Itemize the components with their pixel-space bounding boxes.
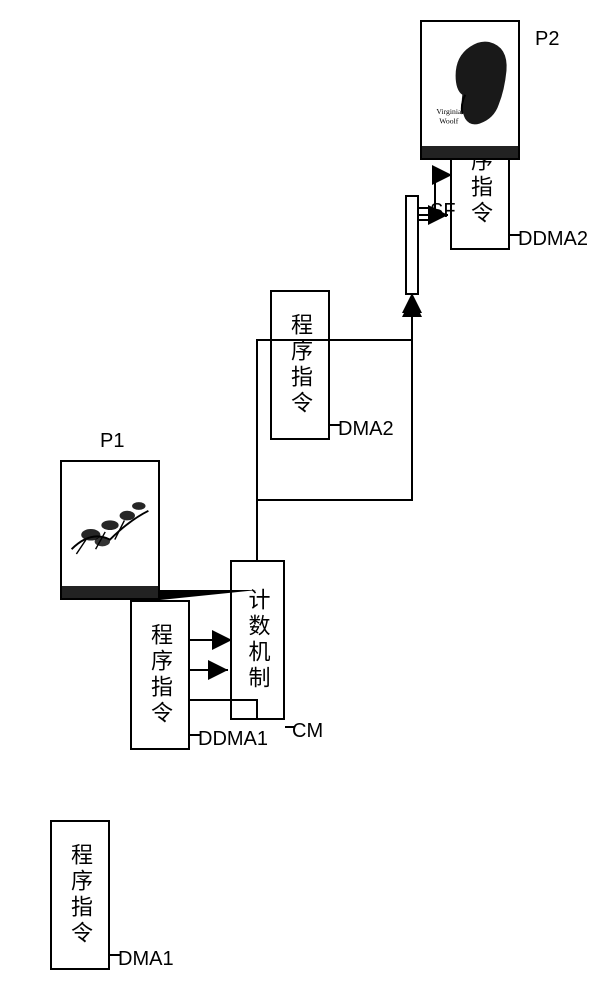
image-p2-content: Virginia Woolf bbox=[422, 22, 518, 158]
box-sf bbox=[405, 195, 419, 295]
image-p1 bbox=[60, 460, 160, 600]
box-cm-text: 计数机制 bbox=[242, 588, 274, 692]
label-sf: SF bbox=[430, 200, 456, 223]
svg-text:Woolf: Woolf bbox=[439, 117, 458, 126]
label-p1: P1 bbox=[100, 430, 124, 453]
label-cm: CM bbox=[292, 720, 323, 743]
box-dma1: 程序指令 bbox=[50, 820, 110, 970]
label-dma2: DMA2 bbox=[338, 418, 394, 441]
box-ddma1-text: 程序指令 bbox=[144, 623, 176, 727]
box-dma2-text: 程序指令 bbox=[284, 313, 316, 417]
box-dma2: 程序指令 bbox=[270, 290, 330, 440]
label-ddma2: DDMA2 bbox=[518, 228, 588, 251]
box-dma1-text: 程序指令 bbox=[64, 843, 96, 947]
label-dma1: DMA1 bbox=[118, 948, 174, 971]
label-p2: P2 bbox=[535, 28, 559, 51]
box-cm: 计数机制 bbox=[230, 560, 285, 720]
box-ddma1: 程序指令 bbox=[130, 600, 190, 750]
image-p1-content bbox=[62, 462, 158, 598]
image-p2: Virginia Woolf bbox=[420, 20, 520, 160]
svg-text:Virginia: Virginia bbox=[436, 107, 462, 116]
label-ddma1: DDMA1 bbox=[198, 728, 268, 751]
diagram-canvas: 程序指令 DMA1 程序指令 DDMA1 程序指令 DMA2 程序指令 DDMA… bbox=[0, 0, 595, 1000]
